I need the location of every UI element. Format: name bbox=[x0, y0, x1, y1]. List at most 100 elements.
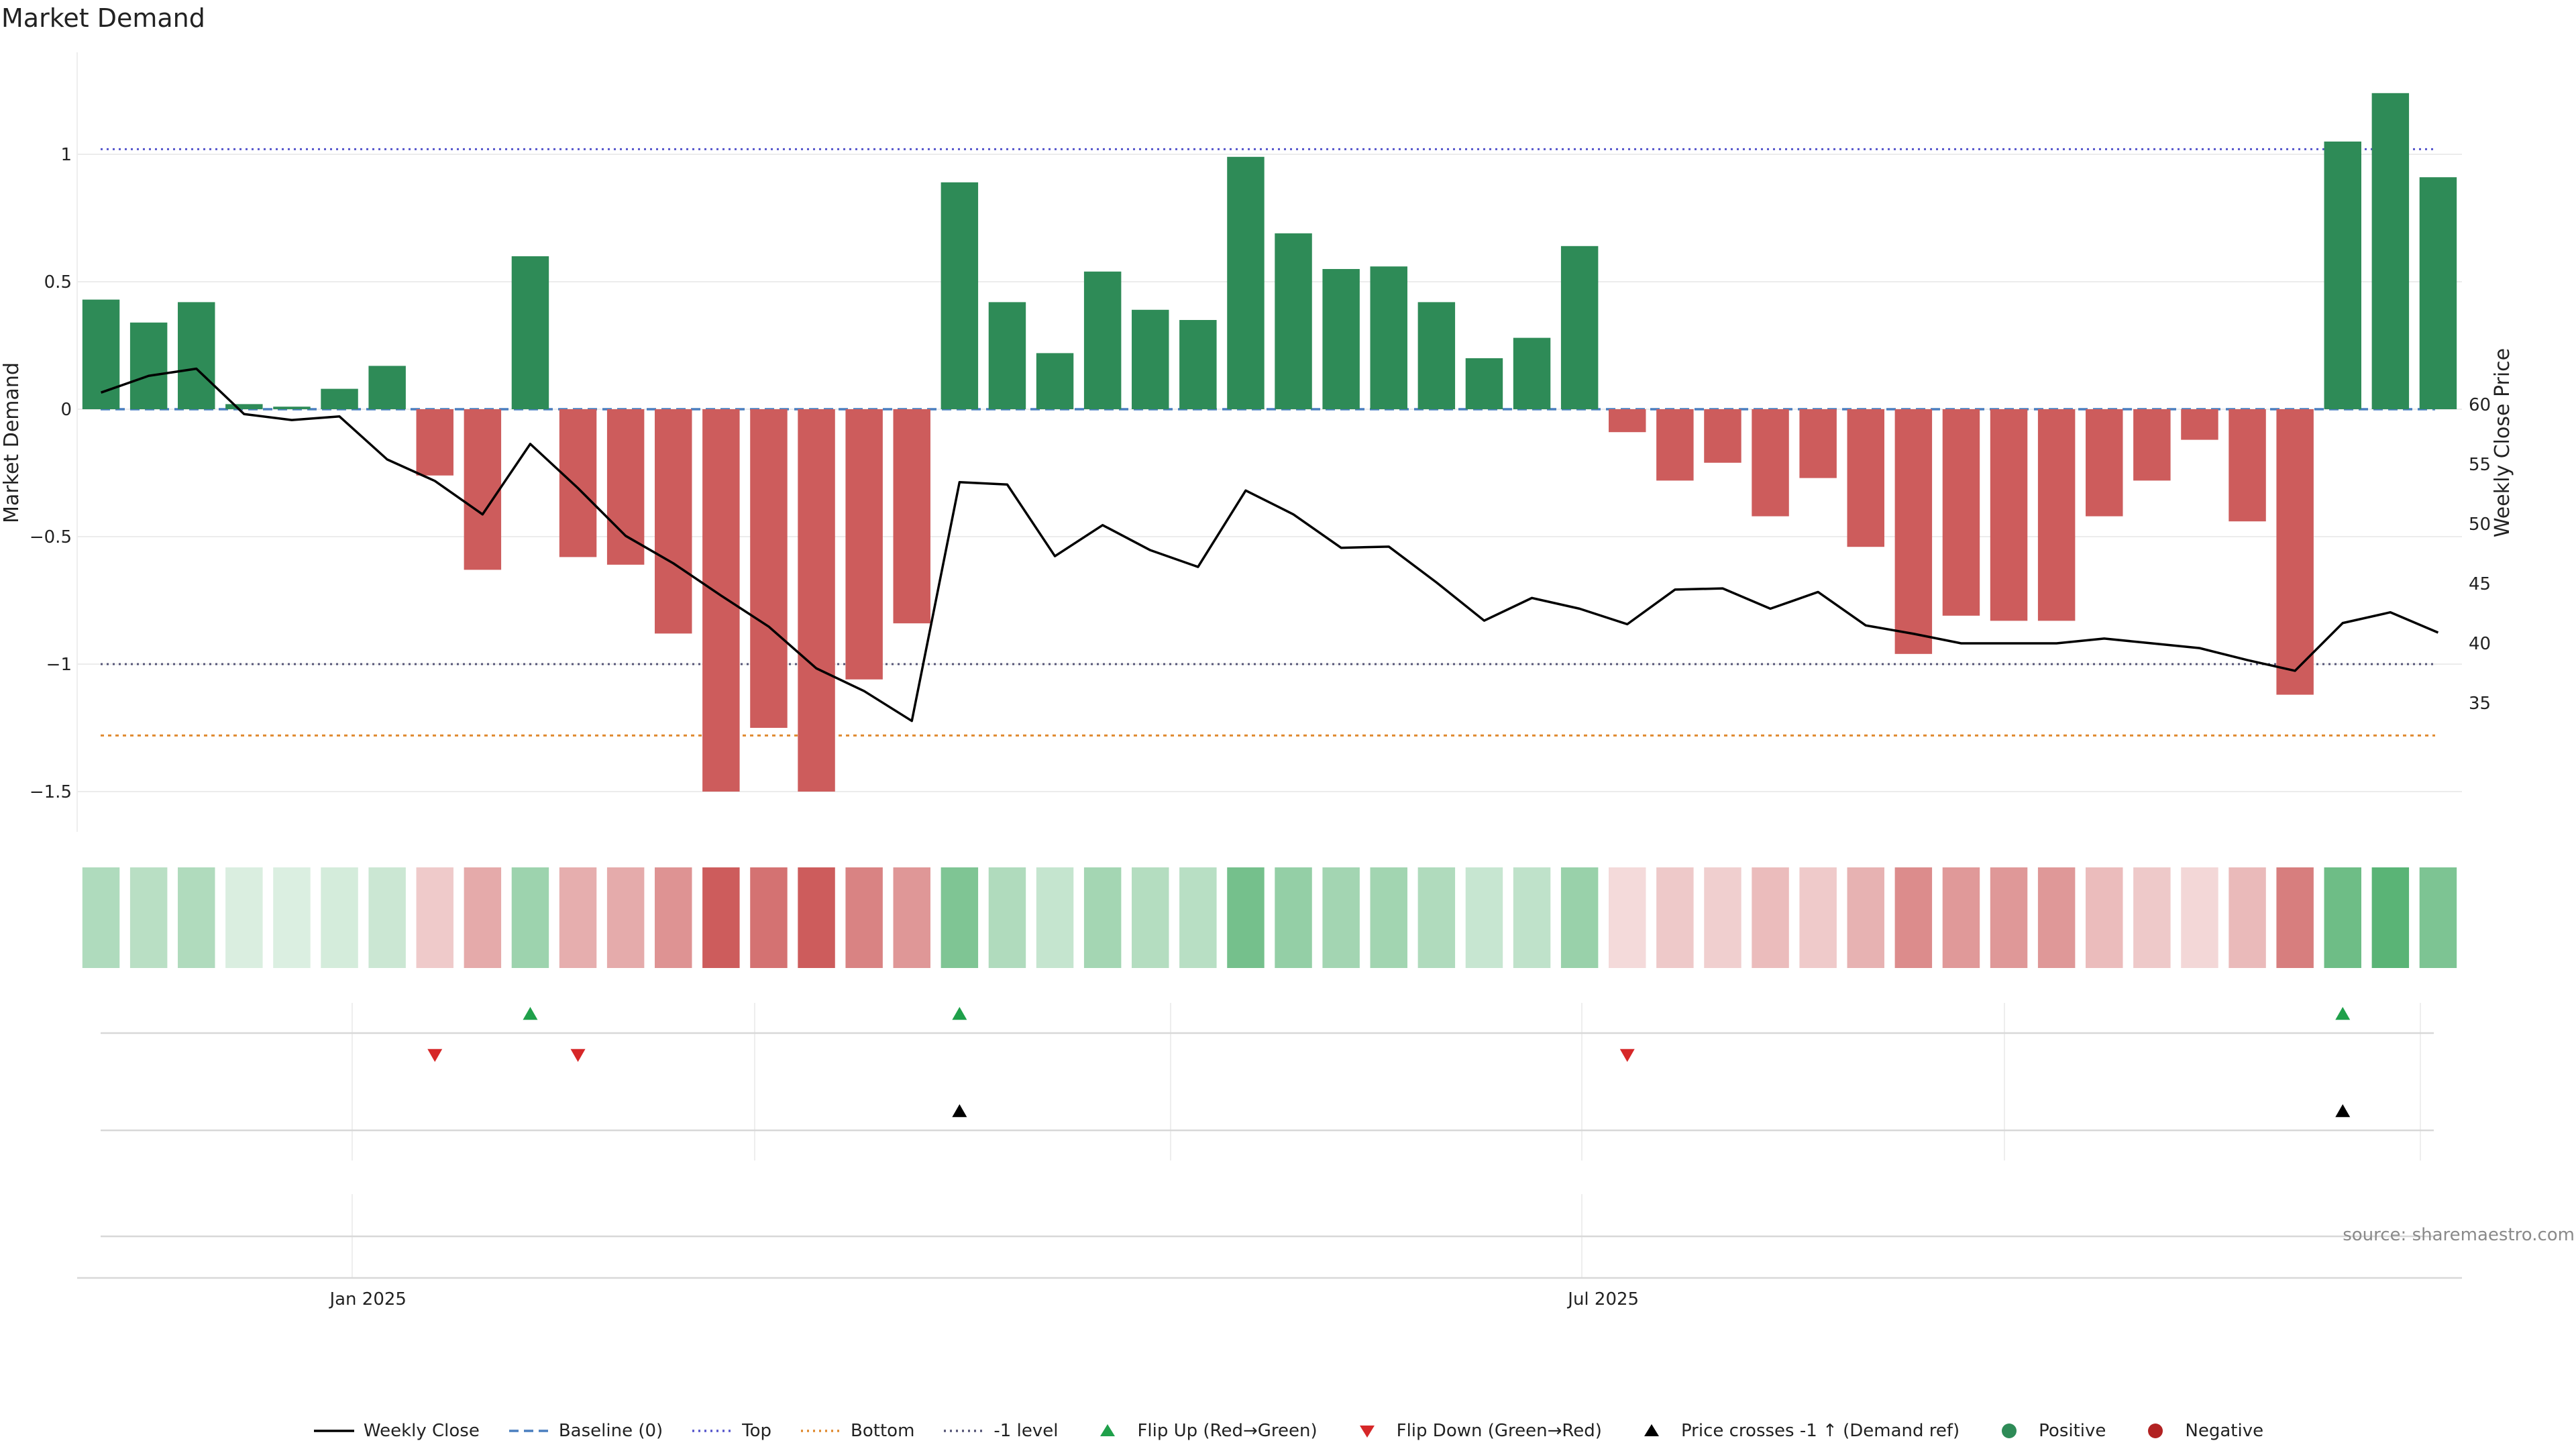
heat-cell bbox=[1609, 867, 1646, 968]
heat-cell bbox=[559, 867, 597, 968]
demand-bar bbox=[225, 404, 263, 409]
demand-bar bbox=[1752, 409, 1789, 517]
legend-label: Top bbox=[742, 1421, 772, 1441]
heat-cell bbox=[798, 867, 835, 968]
heat-cell bbox=[1275, 867, 1312, 968]
demand-heatstrip bbox=[82, 867, 2457, 968]
demand-bar bbox=[2229, 409, 2266, 522]
demand-bar bbox=[1894, 409, 1933, 654]
demand-bar bbox=[559, 409, 597, 557]
demand-bar bbox=[416, 409, 453, 476]
demand-bar bbox=[941, 182, 979, 409]
heat-cell bbox=[1942, 867, 1980, 968]
legend-symbol bbox=[1100, 1424, 1116, 1436]
legend-label: Positive bbox=[2039, 1421, 2106, 1441]
demand-bar bbox=[2324, 142, 2361, 409]
heat-cell bbox=[225, 867, 263, 968]
heat-cell bbox=[1036, 867, 1074, 968]
legend-item: Price crosses -1 ↑ (Demand ref) bbox=[1630, 1421, 1960, 1441]
y2-axis-label: Weekly Close Price bbox=[2491, 348, 2514, 537]
heat-cell bbox=[2037, 867, 2076, 968]
demand-bar bbox=[1847, 409, 1884, 547]
demand-bar bbox=[1132, 309, 1169, 409]
flip-down-marker bbox=[570, 1049, 586, 1062]
y2-tick-label: 40 bbox=[2469, 634, 2491, 654]
demand-bar bbox=[1370, 266, 1407, 409]
legend-item: Negative bbox=[2134, 1421, 2263, 1441]
y-tick-label: −0.5 bbox=[30, 527, 72, 547]
heat-cell bbox=[1990, 867, 2028, 968]
demand-bar bbox=[750, 409, 788, 728]
flip-down-marker bbox=[1619, 1049, 1635, 1062]
demand-bar bbox=[702, 409, 740, 792]
y2-tick-label: 45 bbox=[2469, 574, 2491, 594]
legend-item: Bottom bbox=[800, 1421, 914, 1441]
demand-bar bbox=[1322, 269, 1360, 409]
y-tick-label: −1.5 bbox=[30, 782, 72, 802]
heat-cell bbox=[1465, 867, 1503, 968]
demand-bar bbox=[178, 302, 215, 409]
heat-cell bbox=[416, 867, 453, 968]
demand-bar bbox=[2419, 177, 2457, 409]
heat-cell bbox=[1799, 867, 1837, 968]
demand-bar bbox=[655, 409, 692, 634]
heat-cell bbox=[1083, 867, 1122, 968]
demand-bar bbox=[273, 407, 311, 409]
y-tick-label: 0 bbox=[60, 400, 72, 420]
heat-cell bbox=[178, 867, 215, 968]
flip-down-marker bbox=[427, 1049, 443, 1062]
legend-label: -1 level bbox=[994, 1421, 1059, 1441]
demand-bar bbox=[893, 409, 930, 624]
x-tick-label: Jan 2025 bbox=[328, 1289, 407, 1309]
demand-bar bbox=[1179, 320, 1217, 409]
legend-label: Flip Up (Red→Green) bbox=[1137, 1421, 1318, 1441]
demand-bar bbox=[1560, 246, 1599, 409]
heat-cell bbox=[1227, 867, 1265, 968]
heat-cell bbox=[1847, 867, 1884, 968]
demand-bar bbox=[988, 302, 1026, 409]
demand-bar bbox=[2276, 409, 2314, 695]
flip-up-marker bbox=[952, 1007, 967, 1020]
heat-cell bbox=[1894, 867, 1933, 968]
source-note: source: sharemaestro.com bbox=[2343, 1225, 2575, 1245]
demand-bar bbox=[1513, 337, 1551, 409]
demand-bars bbox=[82, 93, 2457, 792]
legend-label: Weekly Close bbox=[363, 1421, 480, 1441]
legend-label: Price crosses -1 ↑ (Demand ref) bbox=[1680, 1421, 1960, 1441]
demand-bar bbox=[1990, 409, 2028, 621]
y2-tick-label: 35 bbox=[2469, 694, 2491, 714]
demand-bar bbox=[321, 388, 358, 409]
heat-cell bbox=[750, 867, 788, 968]
weekly-close-line bbox=[100, 367, 2439, 722]
demand-bar bbox=[368, 366, 406, 409]
legend-symbol bbox=[692, 1430, 733, 1432]
heat-cell bbox=[273, 867, 311, 968]
heat-cell bbox=[2324, 867, 2361, 968]
legend-item: Baseline (0) bbox=[508, 1421, 663, 1441]
demand-bar bbox=[1704, 409, 1741, 463]
y2-tick-label: 50 bbox=[2469, 515, 2491, 535]
demand-bar bbox=[2086, 409, 2123, 517]
heat-cell bbox=[1179, 867, 1217, 968]
y-tick-label: 0.5 bbox=[44, 272, 72, 292]
price-cross-marker bbox=[952, 1104, 967, 1118]
demand-bar bbox=[1942, 409, 1980, 616]
heat-cell bbox=[655, 867, 692, 968]
demand-bar bbox=[606, 409, 645, 565]
price-cross-marker bbox=[2335, 1104, 2351, 1118]
heat-cell bbox=[82, 867, 120, 968]
heat-cell bbox=[1132, 867, 1169, 968]
demand-bar bbox=[1275, 233, 1312, 409]
legend-label: Flip Down (Green→Red) bbox=[1396, 1421, 1602, 1441]
demand-bar bbox=[2133, 409, 2171, 481]
demand-bar bbox=[1799, 409, 1837, 478]
heat-cell bbox=[988, 867, 1026, 968]
heat-cell bbox=[511, 867, 549, 968]
demand-bar bbox=[2371, 93, 2410, 410]
signal-markers bbox=[427, 1007, 2351, 1118]
heat-cell bbox=[1513, 867, 1551, 968]
demand-bar bbox=[1036, 353, 1074, 409]
axes: 1 0.5 0 −0.5 −1 −1.5 60 55 50 45 40 35 Jan 2025 Jul 2… bbox=[30, 52, 2491, 1309]
heat-cell bbox=[1370, 867, 1407, 968]
